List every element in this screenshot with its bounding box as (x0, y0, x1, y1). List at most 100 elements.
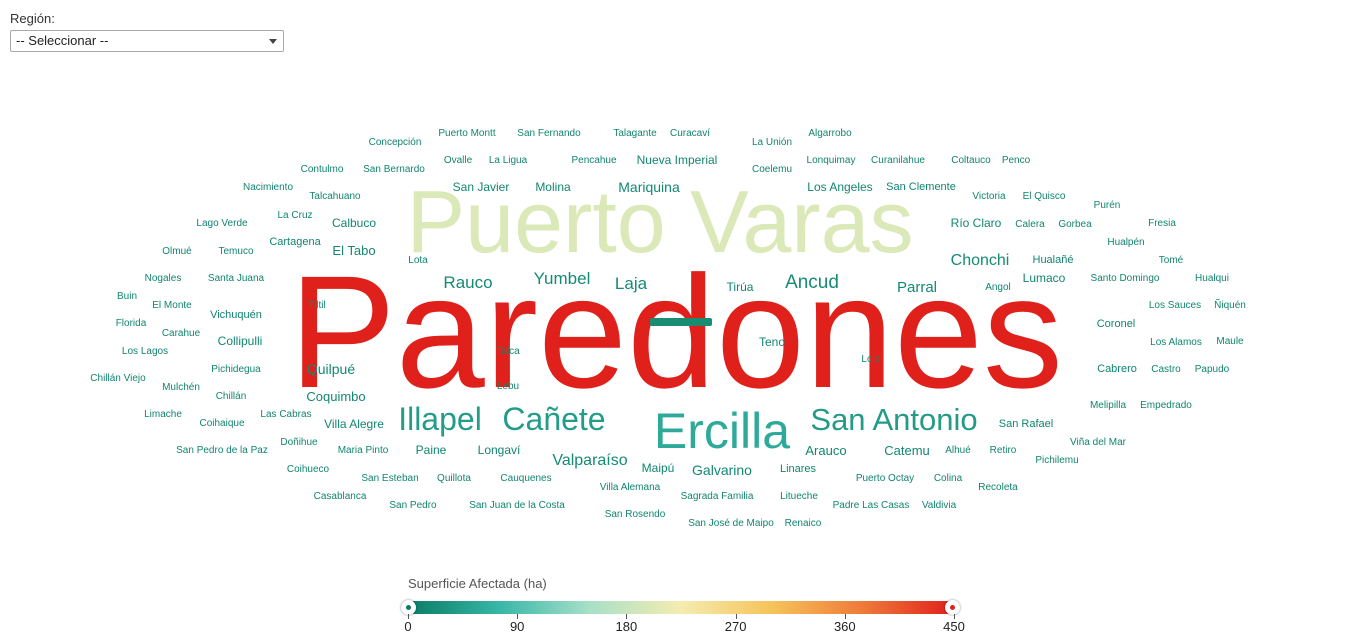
word-cloud-word[interactable]: Pichidegua (211, 364, 261, 375)
word-cloud-word[interactable]: Lumaco (1023, 271, 1066, 285)
word-cloud-word[interactable]: Hualañé (1033, 254, 1074, 266)
word-cloud-word[interactable]: Coihaique (199, 418, 244, 429)
word-cloud-word[interactable]: Valparaíso (552, 452, 627, 469)
word-cloud-word[interactable]: Empedrado (1140, 400, 1192, 411)
word-cloud-word[interactable]: San Juan de la Costa (469, 500, 565, 511)
word-cloud-word[interactable]: Angol (985, 282, 1011, 293)
word-cloud-word[interactable]: Cauquenes (500, 473, 551, 484)
word-cloud-word[interactable]: Carahue (162, 328, 201, 339)
word-cloud-word[interactable]: Paine (416, 443, 447, 457)
word-cloud-word[interactable]: Lonquimay (807, 155, 856, 166)
word-cloud-word[interactable]: Valdivia (922, 500, 957, 511)
word-cloud-word[interactable]: Coronel (1097, 318, 1136, 330)
word-cloud-word[interactable]: Laja (615, 274, 648, 293)
legend-min-handle[interactable] (401, 600, 416, 615)
word-cloud-word[interactable]: San Bernardo (363, 164, 425, 175)
word-cloud-word[interactable]: La Unión (752, 137, 792, 148)
word-cloud-word[interactable]: Lolol (861, 354, 882, 365)
word-cloud-word[interactable]: Quillota (437, 473, 471, 484)
word-cloud-word[interactable]: Nacimiento (243, 182, 293, 193)
word-cloud-word[interactable]: Quilpué (307, 361, 355, 377)
word-cloud-word[interactable]: Puerto Octay (856, 473, 914, 484)
word-cloud-word[interactable]: Concepción (369, 137, 422, 148)
word-cloud-word[interactable]: San Clemente (886, 181, 956, 193)
word-cloud-word[interactable]: Padre Las Casas (833, 500, 910, 511)
word-cloud-word[interactable]: Ercilla (654, 403, 790, 459)
word-cloud-word[interactable]: El Quisco (1023, 191, 1066, 202)
word-cloud-word[interactable]: San Rosendo (605, 509, 666, 520)
word-cloud-word[interactable]: Puerto Montt (438, 128, 495, 139)
word-cloud-word[interactable]: Molina (535, 180, 571, 194)
word-cloud-word[interactable]: Olmué (162, 246, 192, 257)
word-cloud-word[interactable]: Los Sauces (1149, 300, 1201, 311)
region-select[interactable]: -- Seleccionar -- (10, 30, 284, 52)
word-cloud-word[interactable]: Nueva Imperial (637, 153, 718, 167)
word-cloud-word[interactable]: Doñihue (280, 437, 318, 448)
word-cloud-word[interactable]: San José de Maipo (688, 518, 774, 529)
word-cloud-word[interactable]: Catemu (884, 443, 930, 458)
word-cloud-word[interactable]: El Monte (152, 300, 192, 311)
word-cloud-word[interactable]: Recoleta (978, 482, 1018, 493)
word-cloud-word[interactable]: Buin (117, 291, 137, 302)
word-cloud-word[interactable]: Collipulli (218, 334, 263, 348)
word-cloud-word[interactable]: Paredones (289, 242, 1063, 421)
word-cloud-word[interactable]: Alhué (945, 445, 971, 456)
word-cloud-word[interactable]: Linares (780, 463, 817, 475)
word-cloud-word[interactable]: Castro (1151, 364, 1181, 375)
word-cloud-word[interactable]: San Javier (453, 180, 510, 194)
word-cloud-word[interactable]: Cañete (502, 401, 605, 437)
word-cloud-word[interactable]: Retiro (990, 445, 1017, 456)
word-cloud-word[interactable]: Vichuquén (210, 309, 262, 321)
word-cloud-word[interactable]: Río Claro (951, 216, 1002, 230)
word-cloud-word[interactable]: Longaví (478, 443, 521, 457)
word-cloud-word[interactable]: San Pedro de la Paz (176, 445, 268, 456)
word-cloud-word[interactable]: Lago Verde (196, 218, 248, 229)
word-cloud-word[interactable]: Maria Pinto (338, 445, 389, 456)
word-cloud-word[interactable]: Villa Alegre (324, 417, 384, 431)
word-cloud-word[interactable]: Tirúa (727, 280, 754, 294)
word-cloud-word[interactable]: Contulmo (301, 164, 344, 175)
word-cloud-word[interactable]: Temuco (218, 246, 253, 257)
word-cloud-word[interactable]: Calbuco (332, 216, 376, 230)
word-cloud-word[interactable]: Villa Alemana (600, 482, 661, 493)
word-cloud-word[interactable]: Chonchi (951, 252, 1010, 269)
word-cloud-word[interactable]: Puerto Varas (406, 172, 913, 271)
word-cloud-word[interactable]: Teno (759, 335, 785, 349)
word-cloud-word[interactable]: San Pedro (389, 500, 437, 511)
word-cloud-word[interactable]: Limache (144, 409, 182, 420)
word-cloud-word[interactable]: Talcahuano (309, 191, 361, 202)
word-cloud-word[interactable]: Nogales (145, 273, 182, 284)
word-cloud-word[interactable]: Mariquina (618, 179, 680, 195)
word-cloud-word[interactable]: Cabrero (1097, 363, 1137, 375)
word-cloud-word[interactable]: Tiltil (308, 300, 325, 311)
word-cloud-word[interactable]: Coltauco (951, 155, 991, 166)
word-cloud-word[interactable]: Curacaví (670, 128, 710, 139)
word-cloud-word[interactable]: La Cruz (277, 210, 312, 221)
word-cloud-word[interactable]: Fresia (1148, 218, 1176, 229)
word-cloud-word[interactable]: Rauco (443, 273, 492, 292)
word-cloud-word[interactable]: Algarrobo (808, 128, 852, 139)
word-cloud-word[interactable]: Coihueco (287, 464, 330, 475)
word-cloud-word[interactable]: Coquimbo (306, 389, 365, 404)
word-cloud-word[interactable]: Ancud (785, 272, 839, 293)
word-cloud-word[interactable]: Colina (934, 473, 963, 484)
word-cloud-word[interactable]: Lebu (497, 381, 519, 392)
word-cloud-word[interactable]: Ñiquén (1214, 298, 1246, 311)
word-cloud-word[interactable]: Tomé (1159, 255, 1184, 266)
word-cloud-word[interactable]: Los Lagos (122, 346, 168, 357)
word-cloud-word[interactable]: Lota (408, 255, 428, 266)
word-cloud-word[interactable]: Viña del Mar (1070, 437, 1127, 448)
word-cloud-word[interactable]: Florida (116, 318, 147, 329)
word-cloud-word[interactable]: Litueche (780, 491, 818, 502)
word-cloud-word[interactable]: Hualqui (1195, 273, 1229, 284)
word-cloud-word[interactable]: San Antonio (810, 402, 977, 437)
word-cloud-word[interactable]: La Ligua (489, 155, 528, 166)
word-cloud-word[interactable]: Galvarino (692, 462, 752, 478)
word-cloud-word[interactable]: Las Cabras (260, 409, 311, 420)
word-cloud-word[interactable]: Maipú (642, 461, 675, 475)
word-cloud-word[interactable]: Yumbel (534, 269, 591, 288)
word-cloud-word[interactable]: Ovalle (444, 155, 473, 166)
word-cloud-word[interactable]: San Esteban (361, 473, 418, 484)
word-cloud-word[interactable]: Renaico (785, 518, 822, 529)
word-cloud-word[interactable]: Hualpén (1107, 237, 1144, 248)
